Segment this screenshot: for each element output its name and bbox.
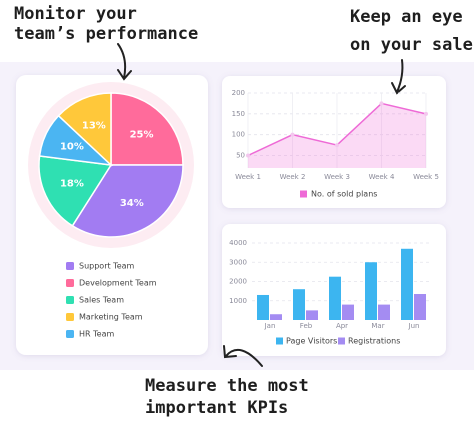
x-tick-label: Week 1 <box>235 173 261 181</box>
legend-swatch <box>66 279 74 287</box>
bar <box>401 248 413 320</box>
line-card <box>222 76 446 208</box>
x-tick-label: Jan <box>264 322 276 330</box>
point <box>424 111 428 116</box>
y-tick-label: 4000 <box>229 239 247 247</box>
bar <box>342 304 354 320</box>
point <box>246 153 250 158</box>
pie-slice <box>110 92 184 166</box>
pie-slice <box>57 92 112 167</box>
legend-label: Registrations <box>348 337 400 346</box>
bar <box>329 276 341 320</box>
bar <box>306 310 318 320</box>
callout-text: important KPIs <box>145 398 288 418</box>
legend-swatch <box>66 296 74 304</box>
pie-slice <box>38 155 113 227</box>
y-tick-label: 3000 <box>229 258 247 266</box>
bar <box>257 294 269 320</box>
legend-label: HR Team <box>79 330 114 339</box>
y-tick-label: 200 <box>232 89 245 97</box>
callout-arrow <box>391 59 406 95</box>
x-tick-label: Jun <box>408 322 420 330</box>
callout-arrow <box>223 345 263 367</box>
legend-swatch <box>66 313 74 321</box>
area <box>248 103 426 168</box>
y-tick-label: 150 <box>232 110 245 118</box>
x-tick-label: Week 5 <box>413 173 439 181</box>
x-tick-label: Week 3 <box>324 173 350 181</box>
legend-swatch <box>276 337 283 345</box>
bar <box>293 289 305 320</box>
y-tick-label: 100 <box>232 131 245 139</box>
legend-label: Page Visitors <box>286 337 337 346</box>
x-tick-label: Week 2 <box>280 173 306 181</box>
bar <box>365 262 377 320</box>
callout-text: Monitor your <box>14 4 137 24</box>
x-tick-label: Feb <box>300 322 313 330</box>
slice-label: 10% <box>60 142 84 153</box>
y-tick-label: 2000 <box>229 278 247 286</box>
callout-text: on your sales <box>350 35 474 55</box>
legend-swatch <box>66 262 74 270</box>
callout-text: team’s performance <box>14 24 198 44</box>
callout-arrow <box>117 43 132 81</box>
legend-label: Support Team <box>79 262 135 271</box>
slice-label: 25% <box>130 129 154 140</box>
y-tick-label: 50 <box>236 152 245 160</box>
x-tick-label: Week 4 <box>369 173 395 181</box>
x-tick-label: Apr <box>336 322 348 330</box>
point <box>335 143 339 148</box>
slice-label: 13% <box>82 120 106 131</box>
legend-swatch <box>338 337 345 345</box>
callout-text: Keep an eye <box>350 7 463 27</box>
legend-label: No. of sold plans <box>311 190 377 199</box>
slice-label: 18% <box>60 178 84 189</box>
bar <box>414 294 426 320</box>
y-tick-label: 1000 <box>229 297 247 305</box>
legend-label: Development Team <box>79 279 157 288</box>
point <box>290 132 295 137</box>
legend-swatch <box>300 190 307 198</box>
callout-text: Measure the most <box>145 376 309 396</box>
bar <box>378 304 390 320</box>
bar <box>270 314 282 320</box>
legend-swatch <box>66 330 74 338</box>
slice-label: 34% <box>120 198 144 209</box>
point <box>379 101 384 106</box>
legend-label: Marketing Team <box>79 313 143 322</box>
legend-label: Sales Team <box>79 296 124 305</box>
x-tick-label: Mar <box>371 322 384 330</box>
